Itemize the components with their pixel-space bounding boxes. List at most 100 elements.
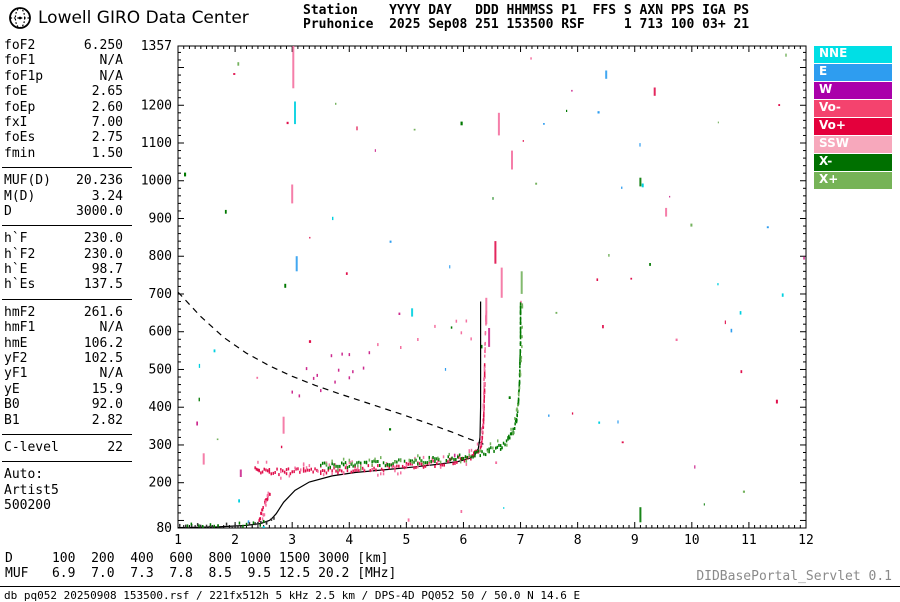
param-row-foe: foE 2.65: [2, 84, 132, 99]
panel-separator: [2, 461, 132, 463]
param-value: N/A: [99, 366, 123, 382]
autoscaling-label: Auto:: [2, 467, 132, 482]
param-value: N/A: [99, 320, 123, 336]
param-row-yf2: yF2 102.5: [2, 351, 132, 366]
param-label: M(D): [4, 188, 36, 204]
y-axis-tick-label: 400: [149, 400, 172, 415]
legend-item-nne: NNE: [814, 46, 892, 63]
param-label: hmF2: [4, 304, 36, 320]
param-label: foE: [4, 84, 28, 100]
param-row-hme: hmE 106.2: [2, 336, 132, 351]
y-axis-tick-label: 700: [149, 287, 172, 302]
y-axis-tick-label: 1000: [141, 174, 172, 189]
panel-separator: [2, 167, 132, 169]
param-row-b1: B1 2.82: [2, 413, 132, 428]
param-value: 2.82: [91, 412, 123, 428]
param-value: 20.236: [76, 173, 123, 189]
param-row-h-e: h`E 98.7: [2, 262, 132, 277]
param-label: Auto:: [4, 467, 44, 483]
param-value: 22: [107, 439, 123, 455]
param-row-foep: foEp 2.60: [2, 100, 132, 115]
station-header: Station YYYY DAY DDD HHMMSS P1 FFS S AXN…: [303, 4, 749, 32]
param-row-h-f: h`F 230.0: [2, 231, 132, 246]
param-label: h`E: [4, 262, 28, 278]
param-label: foEp: [4, 99, 36, 115]
param-row-m-d: M(D) 3.24: [2, 189, 132, 204]
param-row-yf1: yF1 N/A: [2, 366, 132, 381]
param-row-ye: yE 15.9: [2, 382, 132, 397]
param-row-h-f2: h`F2 230.0: [2, 247, 132, 262]
x-axis-tick-label: 10: [684, 533, 700, 548]
param-value: 6.250: [83, 38, 123, 53]
param-value: 137.5: [83, 277, 123, 293]
param-label: C-level: [4, 439, 59, 455]
servlet-version-label: DIDBasePortal_Servlet 0.1: [696, 569, 892, 584]
param-value: 92.0: [91, 397, 123, 413]
param-row-fof1: foF1 N/A: [2, 53, 132, 68]
plot-frame: [177, 45, 807, 529]
param-label: foF1: [4, 53, 36, 69]
param-value: 3000.0: [76, 203, 123, 219]
param-value: 2.65: [91, 84, 123, 100]
station-header-line2: Pruhonice 2025 Sep08 251 153500 RSF 1 71…: [303, 17, 750, 32]
x-axis-tick-label: 1: [174, 533, 182, 548]
transmission-muf-curve: [178, 291, 484, 445]
status-divider: [0, 586, 900, 587]
x-axis-tick-label: 12: [798, 533, 814, 548]
x-axis-tick-label: 2: [231, 533, 239, 548]
param-row-d: D 3000.0: [2, 204, 132, 219]
param-value: 98.7: [91, 262, 123, 278]
param-label: h`Es: [4, 277, 36, 293]
param-label: yE: [4, 381, 20, 397]
giro-logo: Lowell GIRO Data Center: [8, 6, 249, 30]
param-value: 15.9: [91, 381, 123, 397]
param-row-fof1p: foF1p N/A: [2, 69, 132, 84]
param-value: 2.60: [91, 99, 123, 115]
panel-separator: [2, 298, 132, 300]
giro-globe-icon: [9, 7, 31, 29]
param-value: 230.0: [83, 231, 123, 247]
autoscaling-info: 500200: [2, 498, 132, 513]
param-value: 106.2: [83, 335, 123, 351]
x-axis-tick-label: 7: [517, 533, 525, 548]
y-axis-tick-label: 1100: [141, 136, 172, 151]
param-row-muf-d: MUF(D) 20.236: [2, 173, 132, 188]
param-value: 230.0: [83, 246, 123, 262]
param-label: hmF1: [4, 320, 36, 336]
x-axis-tick-label: 5: [402, 533, 410, 548]
param-value: 261.6: [83, 304, 123, 320]
panel-separator: [2, 225, 132, 227]
x-axis-tick-label: 3: [288, 533, 296, 548]
param-label: B1: [4, 412, 20, 428]
param-label: B0: [4, 397, 20, 413]
legend-item-vo: Vo+: [814, 118, 892, 135]
param-value: 2.75: [91, 130, 123, 146]
param-label: yF1: [4, 366, 28, 382]
status-bar: db pq052 20250908 153500.rsf / 221fx512h…: [4, 589, 581, 602]
param-row-h-es: h`Es 137.5: [2, 277, 132, 292]
y-axis-tick-label: 800: [149, 249, 172, 264]
y-axis-tick-label: 1200: [141, 98, 172, 113]
param-label: 500200: [4, 498, 51, 514]
param-value: 3.24: [91, 188, 123, 204]
param-label: Artist5: [4, 482, 59, 498]
x-axis-tick-label: 9: [631, 533, 639, 548]
y-axis-tick-label: 80: [156, 521, 172, 536]
parameter-panel: foF2 6.250 foF1 N/A foF1p N/A foE 2.65 foEp 2.60 f…: [2, 38, 132, 514]
legend-item-vo: Vo-: [814, 100, 892, 117]
param-label: yF2: [4, 351, 28, 367]
param-label: hmE: [4, 335, 28, 351]
param-value: N/A: [99, 68, 123, 84]
y-axis-tick-label: 300: [149, 438, 172, 453]
y-axis-tick-label: 1357: [141, 39, 172, 54]
param-label: foF1p: [4, 68, 44, 84]
legend-item-w: W: [814, 82, 892, 99]
y-axis-tick-label: 200: [149, 476, 172, 491]
param-label: MUF(D): [4, 173, 51, 189]
station-header-line1: Station YYYY DAY DDD HHMMSS P1 FFS S AXN…: [303, 3, 750, 18]
param-value: 1.50: [91, 145, 123, 161]
y-axis-tick-label: 600: [149, 325, 172, 340]
x-axis-tick-label: 6: [460, 533, 468, 548]
param-value: 102.5: [83, 351, 123, 367]
